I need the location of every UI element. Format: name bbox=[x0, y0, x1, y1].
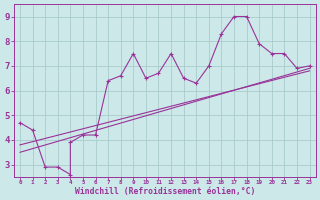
X-axis label: Windchill (Refroidissement éolien,°C): Windchill (Refroidissement éolien,°C) bbox=[75, 187, 255, 196]
